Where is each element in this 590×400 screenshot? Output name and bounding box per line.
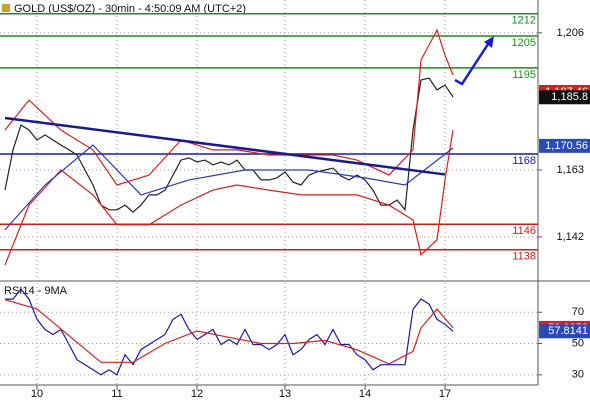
forecast-arrow [454, 37, 494, 86]
price-tag-label: 1,185.8 [551, 91, 588, 103]
series-line [5, 288, 454, 376]
series-line [4, 77, 454, 213]
x-tick-label: 12 [191, 388, 203, 400]
level-label: 1212 [512, 15, 536, 27]
trendline [4, 116, 446, 176]
y-tick-label: 70 [572, 306, 584, 318]
panel-title: RSI14 - 9MA [4, 285, 68, 297]
series-line [4, 28, 454, 186]
series-line [4, 299, 454, 365]
x-tick-label: 14 [359, 388, 371, 400]
forecast-arrowhead [484, 36, 494, 48]
x-tick-label: 10 [31, 388, 43, 400]
level-label: 1205 [512, 37, 536, 49]
title-icon [2, 4, 10, 12]
y-tick-label: 1,163 [556, 164, 584, 176]
series-line [4, 144, 454, 231]
level-label: 1168 [512, 155, 536, 167]
price-tag [539, 138, 590, 153]
series-line [4, 130, 454, 266]
y-tick-label: 1,142 [556, 231, 584, 243]
y-tick-label: 50 [572, 337, 584, 349]
x-tick-label: 11 [111, 388, 122, 400]
x-tick-label: 17 [439, 388, 451, 400]
level-label: 1146 [512, 225, 536, 237]
chart-title: GOLD (US$/OZ) - 30min - 4:50:09 AM (UTC+… [14, 3, 246, 15]
price-tag-label: 57.8141 [548, 325, 588, 337]
level-label: 1138 [512, 251, 536, 263]
x-tick-label: 13 [279, 388, 291, 400]
price-tag [539, 90, 590, 105]
y-tick-label: 1,206 [556, 27, 584, 39]
price-tag [539, 324, 590, 339]
price-tag-label: 1,170.56 [545, 140, 588, 152]
level-label: 1195 [512, 69, 536, 81]
y-tick-label: 30 [572, 369, 584, 381]
